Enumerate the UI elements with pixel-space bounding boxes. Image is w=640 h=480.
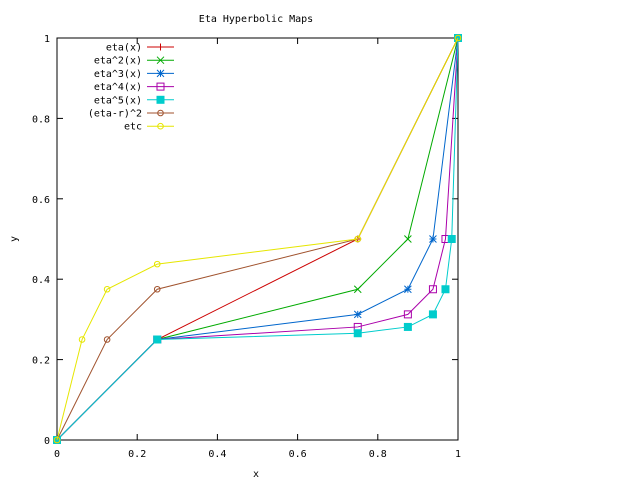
y-tick-label: 0.6 <box>32 195 50 206</box>
series-line <box>56 37 459 441</box>
x-tick-label: 0 <box>54 449 60 460</box>
legend-swatch-marker <box>156 95 165 104</box>
x-axis-label: x <box>253 469 259 480</box>
x-tick-label: 0.6 <box>289 449 307 460</box>
data-point <box>404 235 412 243</box>
data-point <box>153 335 162 344</box>
legend-label: etc <box>124 122 142 133</box>
x-tick-label: 1 <box>455 449 461 460</box>
legend-entry: etc <box>124 122 174 133</box>
data-point <box>403 310 412 319</box>
data-point <box>53 436 61 444</box>
y-tick-label: 0.4 <box>32 275 50 286</box>
x-tick-label: 0.4 <box>208 449 226 460</box>
data-point <box>353 285 362 294</box>
data-point <box>441 285 450 294</box>
series-line <box>56 37 459 441</box>
legend-swatch-marker-shape <box>157 122 164 130</box>
legend-label: eta(x) <box>106 43 142 54</box>
data-point-shape <box>53 436 61 444</box>
legend-label: eta^5(x) <box>94 95 142 106</box>
y-axis: 0 0.2 0.4 0.6 0.8 1 <box>32 34 458 447</box>
data-point <box>447 235 456 243</box>
legend-swatch-marker <box>157 43 164 51</box>
legend-swatch-marker <box>156 69 165 78</box>
data-point <box>404 285 412 294</box>
series-layer <box>53 34 462 444</box>
legend-swatch-marker-stroke <box>156 69 165 78</box>
data-point <box>403 322 412 331</box>
data-point <box>454 34 462 42</box>
y-tick-label: 0.2 <box>32 356 50 367</box>
data-point <box>353 310 362 319</box>
data-point-shape <box>441 285 450 294</box>
legend-swatch-marker <box>156 82 165 91</box>
data-point <box>153 285 161 293</box>
y-axis-label: y <box>9 236 20 242</box>
series-7 <box>53 34 462 444</box>
data-point <box>354 235 362 243</box>
legend-entry: eta^4(x) <box>94 82 174 93</box>
data-point-shape <box>403 322 412 331</box>
legend: eta(x) eta^2(x) eta^3(x) eta^4(x) eta^5(x) (e… <box>88 43 174 133</box>
legend-label: eta^3(x) <box>94 69 142 80</box>
data-point-shape <box>354 235 362 243</box>
legend-entry: eta^5(x) <box>94 95 174 106</box>
legend-swatch-marker-shape <box>156 95 165 104</box>
legend-label: eta^4(x) <box>94 82 142 93</box>
plot-frame <box>56 37 459 441</box>
data-point-stroke <box>353 285 362 294</box>
y-tick-label: 1 <box>44 34 50 45</box>
chart-title: Eta Hyperbolic Maps <box>199 14 313 25</box>
legend-entry: (eta-r)^2 <box>88 109 174 120</box>
data-point-shape <box>103 336 111 343</box>
legend-swatch-marker <box>156 56 165 65</box>
data-point-stroke <box>353 310 362 319</box>
y-tick-label: 0.8 <box>32 114 50 125</box>
legend-entry: eta(x) <box>106 43 174 54</box>
data-point-shape <box>153 285 161 293</box>
data-point <box>353 329 362 338</box>
data-point-shape <box>353 329 362 338</box>
data-point-shape <box>428 285 437 294</box>
data-point <box>429 235 437 243</box>
data-point <box>428 310 437 319</box>
y-tick-label: 0 <box>44 436 50 447</box>
data-point <box>103 285 111 293</box>
data-point-shape <box>403 310 412 319</box>
data-point-stroke <box>404 285 412 294</box>
legend-swatch-marker-shape <box>157 109 164 117</box>
legend-swatch-marker <box>157 109 164 117</box>
legend-label: eta^2(x) <box>94 56 142 67</box>
data-point <box>78 336 86 343</box>
data-point-shape <box>447 235 456 243</box>
legend-swatch-marker-shape <box>156 82 165 91</box>
legend-swatch-marker <box>157 122 164 130</box>
data-point-stroke <box>404 235 412 243</box>
data-point-shape <box>78 336 86 343</box>
data-point-shape <box>153 260 161 268</box>
data-point <box>153 260 161 268</box>
data-point-shape <box>153 335 162 344</box>
data-point <box>428 285 437 294</box>
data-point <box>103 336 111 343</box>
legend-entry: eta^3(x) <box>94 69 174 80</box>
data-point-stroke <box>429 235 437 243</box>
legend-entry: eta^2(x) <box>94 56 174 67</box>
data-point-shape <box>103 285 111 293</box>
legend-label: (eta-r)^2 <box>88 109 142 120</box>
x-tick-label: 0.2 <box>128 449 146 460</box>
x-axis: 0 0.2 0.4 0.6 0.8 1 <box>54 38 461 460</box>
data-point-shape <box>454 34 462 42</box>
legend-swatch-marker-stroke <box>156 56 165 65</box>
data-point-shape <box>428 310 437 319</box>
x-tick-label: 0.8 <box>369 449 387 460</box>
